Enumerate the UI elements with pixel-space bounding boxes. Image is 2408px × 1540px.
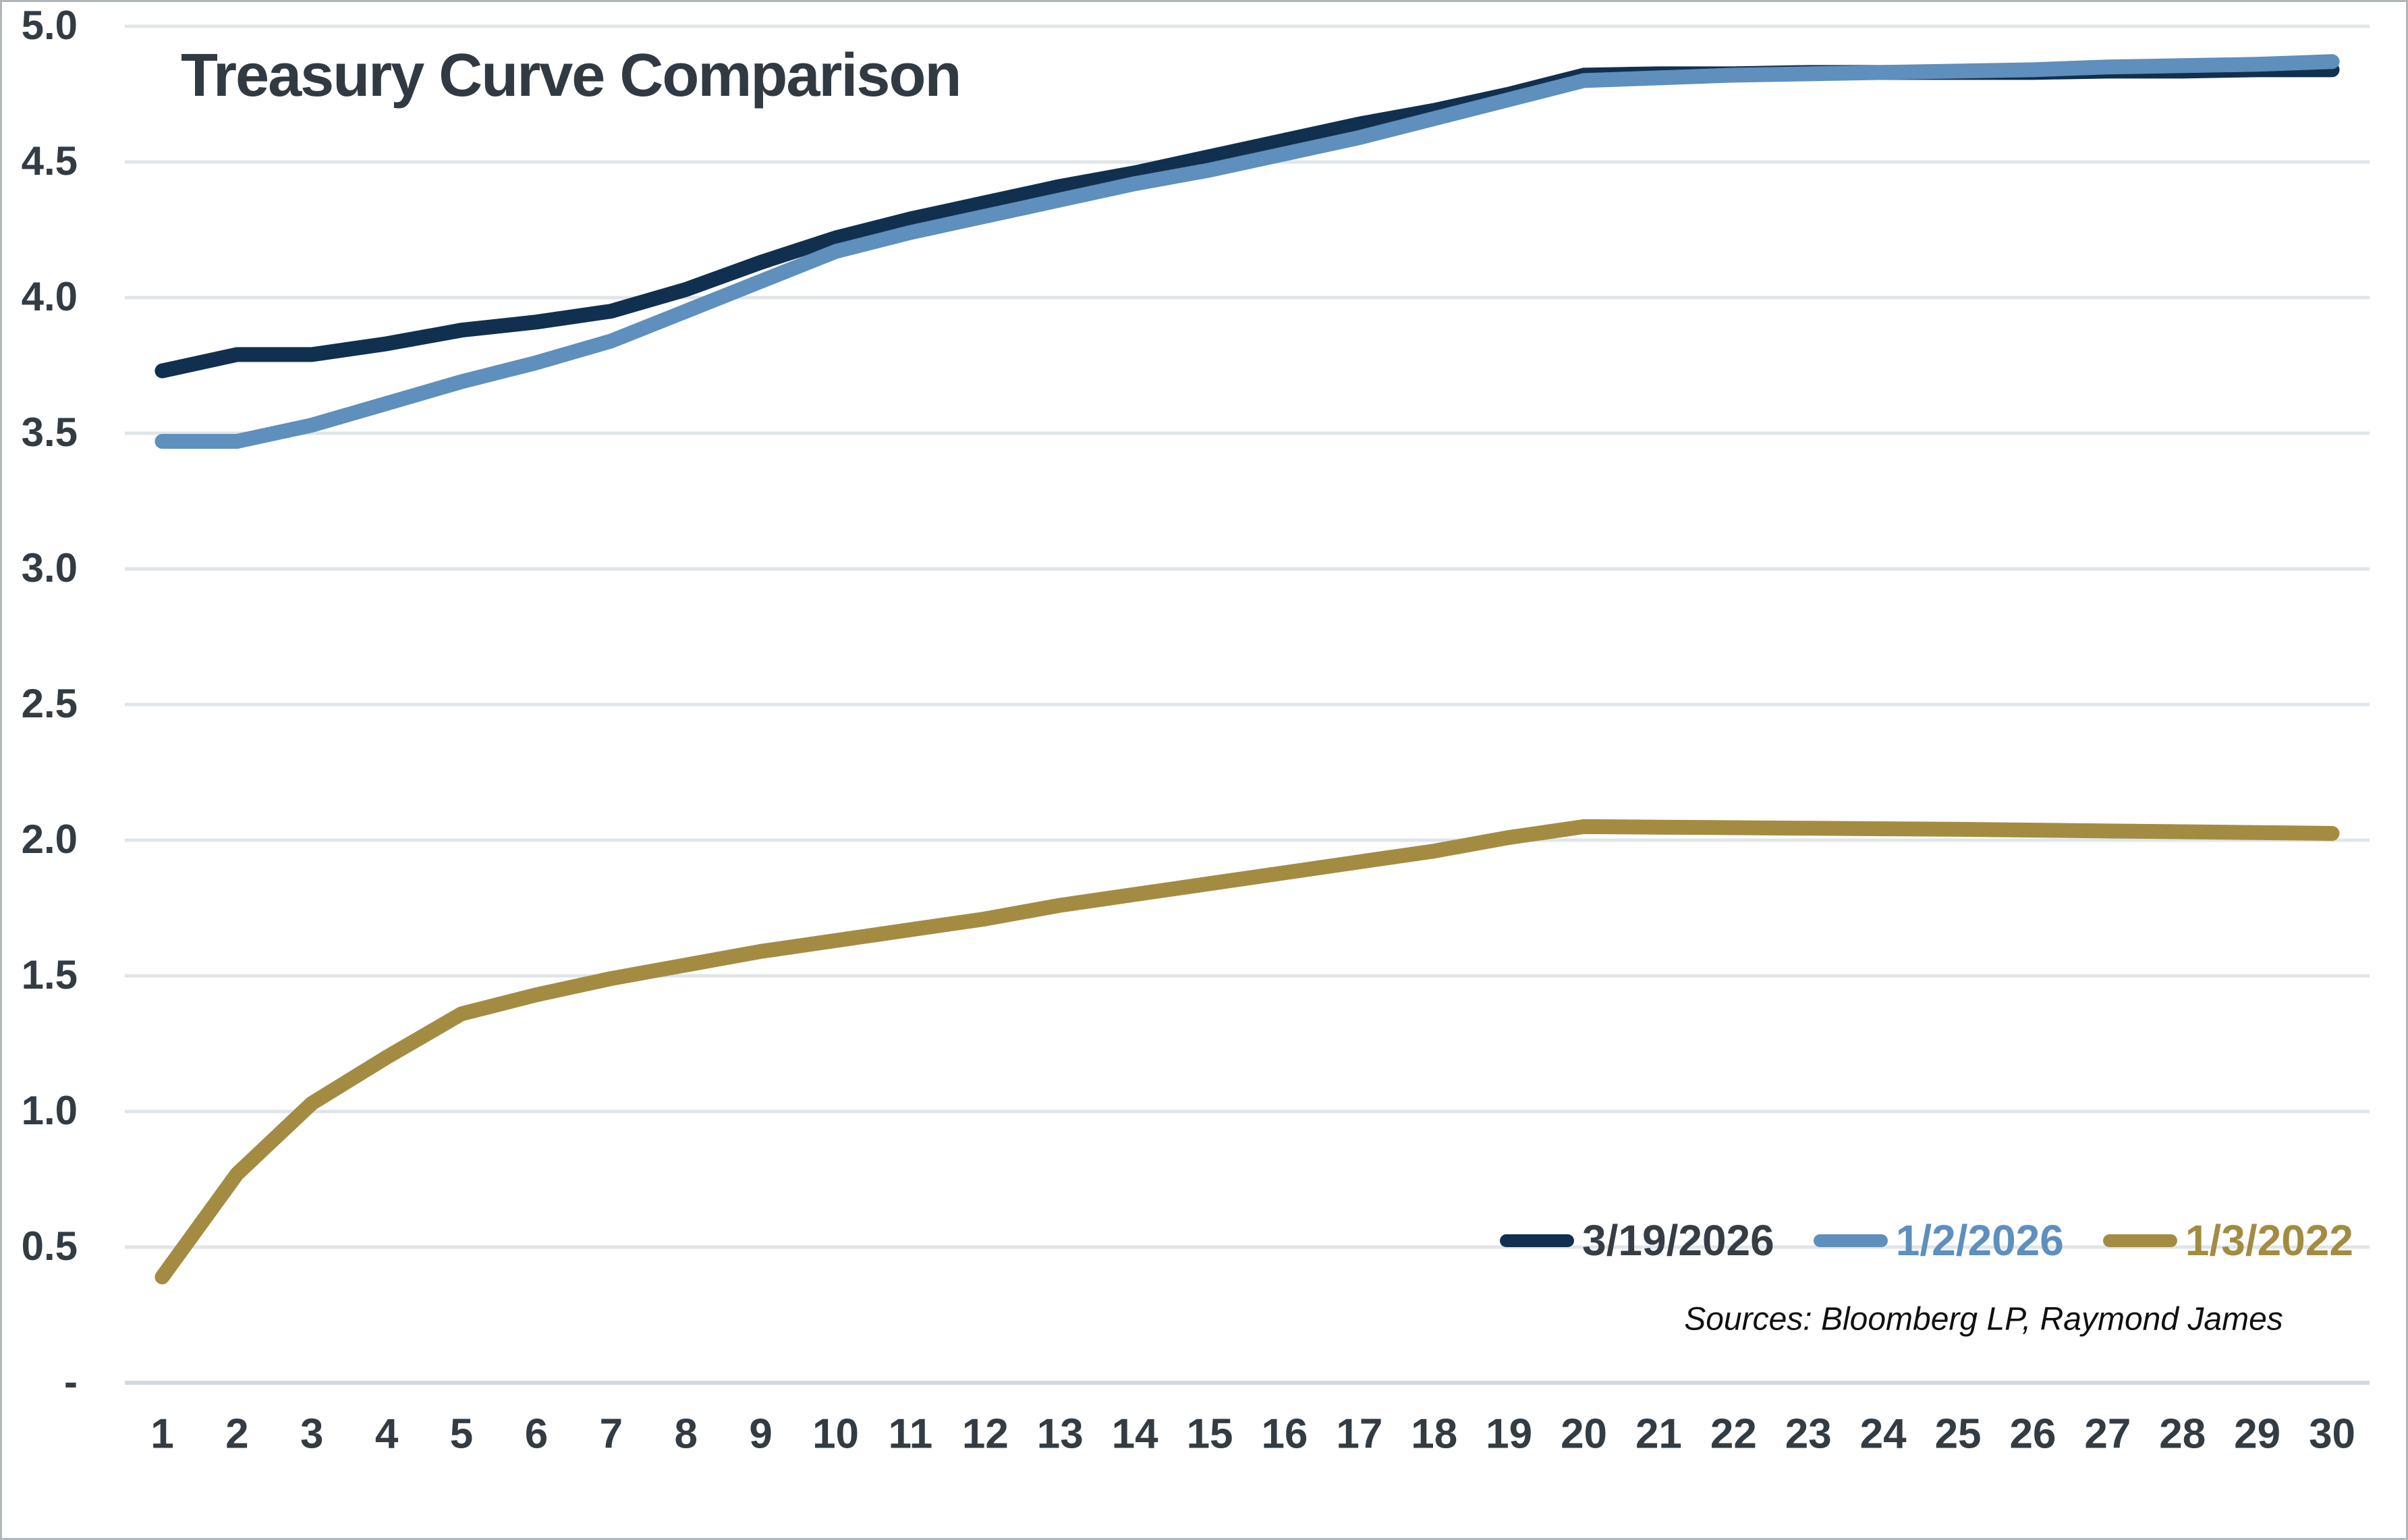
series-line-3/19/2026 bbox=[155, 62, 2340, 379]
y-tick-label-1.0: 1.0 bbox=[21, 1088, 78, 1134]
x-tick-label-24: 24 bbox=[1859, 1410, 1907, 1458]
sources-note: Sources: Bloomberg LP, Raymond James bbox=[1684, 1301, 2283, 1338]
y-tick-label-3.0: 3.0 bbox=[21, 545, 78, 591]
x-tick-label-29: 29 bbox=[2234, 1410, 2281, 1458]
x-tick-label-17: 17 bbox=[1336, 1410, 1383, 1458]
x-tick-label-22: 22 bbox=[1710, 1410, 1757, 1458]
y-tick-label-2.5: 2.5 bbox=[21, 681, 78, 727]
x-tick-label-12: 12 bbox=[961, 1410, 1009, 1458]
x-tick-label-6: 6 bbox=[524, 1410, 549, 1458]
x-tick-label-19: 19 bbox=[1486, 1410, 1533, 1458]
series-line-1/3/2022 bbox=[155, 819, 2340, 1285]
series-line-1/2/2026 bbox=[155, 54, 2340, 449]
legend-swatch-1/2/2026 bbox=[1813, 1234, 1888, 1247]
x-tick-label-14: 14 bbox=[1111, 1410, 1158, 1458]
x-tick-label-7: 7 bbox=[599, 1410, 623, 1458]
x-tick-label-16: 16 bbox=[1261, 1410, 1308, 1458]
x-tick-label-18: 18 bbox=[1411, 1410, 1458, 1458]
legend-label-1/3/2022: 1/3/2022 bbox=[2185, 1216, 2353, 1265]
legend-label-3/19/2026: 3/19/2026 bbox=[1582, 1216, 1774, 1265]
x-tick-label-3: 3 bbox=[300, 1410, 324, 1458]
x-tick-label-20: 20 bbox=[1561, 1410, 1608, 1458]
y-tick-label-4.5: 4.5 bbox=[21, 138, 78, 184]
y-tick-label-5.0: 5.0 bbox=[21, 3, 78, 49]
x-tick-label-23: 23 bbox=[1785, 1410, 1832, 1458]
y-tick-label-1.5: 1.5 bbox=[21, 952, 78, 998]
y-tick-label--: - bbox=[64, 1359, 78, 1405]
y-tick-label-4.0: 4.0 bbox=[21, 274, 78, 320]
legend: 3/19/2026 1/2/2026 1/3/2022 bbox=[1500, 1215, 2353, 1265]
x-tick-label-8: 8 bbox=[674, 1410, 698, 1458]
x-tick-label-11: 11 bbox=[888, 1410, 933, 1458]
x-tick-label-30: 30 bbox=[2309, 1410, 2356, 1458]
x-tick-label-13: 13 bbox=[1036, 1410, 1084, 1458]
legend-label-1/2/2026: 1/2/2026 bbox=[1895, 1216, 2064, 1265]
x-tick-label-26: 26 bbox=[2009, 1410, 2056, 1458]
x-tick-label-25: 25 bbox=[1934, 1410, 1982, 1458]
legend-item-1/2/2026: 1/2/2026 bbox=[1813, 1215, 2064, 1265]
legend-item-3/19/2026: 3/19/2026 bbox=[1500, 1215, 1774, 1265]
x-tick-label-9: 9 bbox=[749, 1410, 773, 1458]
legend-swatch-1/3/2022 bbox=[2102, 1234, 2177, 1247]
legend-item-1/3/2022: 1/3/2022 bbox=[2102, 1215, 2353, 1265]
x-tick-label-15: 15 bbox=[1186, 1410, 1233, 1458]
x-tick-label-10: 10 bbox=[812, 1410, 860, 1458]
x-tick-label-2: 2 bbox=[225, 1410, 249, 1458]
y-tick-label-3.5: 3.5 bbox=[21, 410, 78, 456]
x-tick-label-5: 5 bbox=[449, 1410, 474, 1458]
legend-swatch-3/19/2026 bbox=[1500, 1234, 1574, 1247]
x-tick-label-1: 1 bbox=[150, 1410, 174, 1458]
y-tick-label-0.5: 0.5 bbox=[21, 1223, 78, 1269]
x-tick-label-4: 4 bbox=[374, 1410, 399, 1458]
x-tick-label-21: 21 bbox=[1635, 1410, 1682, 1458]
y-axis-labels: 5.0 4.5 4.0 3.5 3.0 2.5 2.0 1.5 1.0 0.5 - bbox=[2, 2, 78, 1538]
y-tick-label-2.0: 2.0 bbox=[21, 817, 78, 862]
chart-title: Treasury Curve Comparison bbox=[181, 42, 961, 109]
x-tick-label-28: 28 bbox=[2159, 1410, 2206, 1458]
x-tick-label-27: 27 bbox=[2084, 1410, 2131, 1458]
